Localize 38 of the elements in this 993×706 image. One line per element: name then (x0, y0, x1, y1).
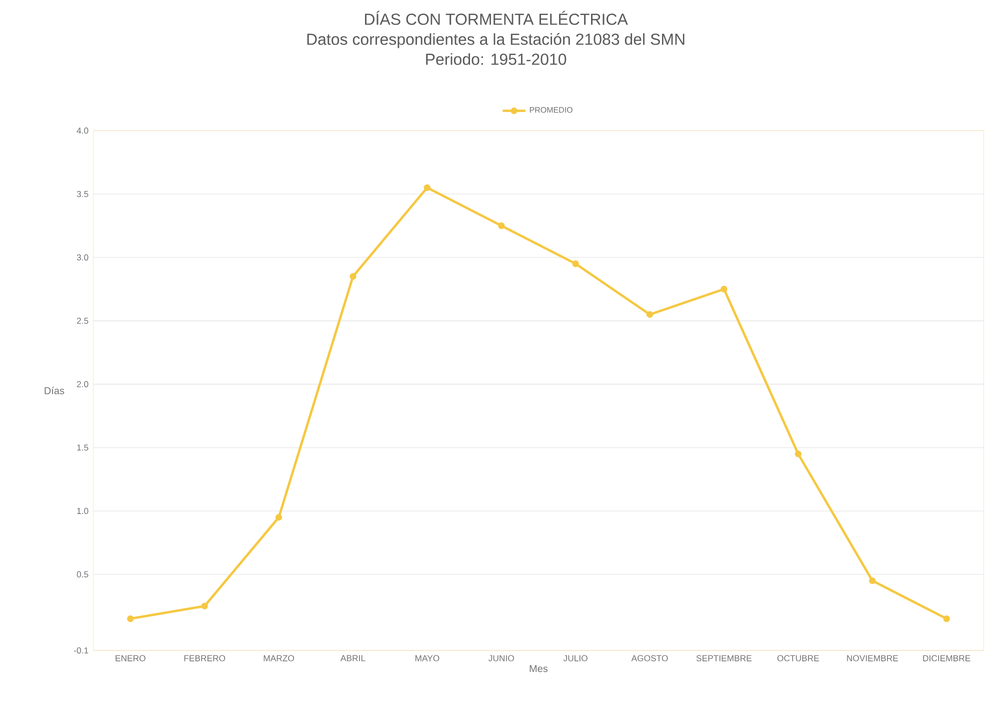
x-tick-label: AGOSTO (631, 654, 668, 662)
y-tick-label: 0.5 (76, 571, 88, 578)
y-axis-title: Días (44, 386, 64, 394)
y-tick-label: 1.0 (77, 508, 88, 514)
point (127, 615, 134, 622)
legend-label: PROMEDIO (530, 106, 572, 112)
point (275, 514, 282, 520)
chart-subtitle: Datos correspondientes a la Estación 21083 del SMN Periodo: 1951-2010 (307, 32, 684, 65)
point (572, 260, 579, 267)
point (498, 222, 505, 229)
x-tick-label: SEPTIEMBRE (696, 654, 752, 662)
y-tick-label: 1.5 (77, 444, 88, 450)
y-tick-label: 2.5 (76, 318, 88, 324)
point (943, 615, 950, 622)
point (201, 602, 208, 610)
y-tick-label: 3.0 (76, 254, 88, 260)
x-tick-label: JUNIO (488, 654, 514, 662)
point (794, 450, 802, 458)
point (646, 310, 654, 318)
x-axis-title: Mes (530, 664, 548, 672)
y-tick-label: 2.0 (76, 380, 88, 388)
point (350, 272, 356, 280)
point (424, 184, 431, 191)
x-tick-label: JULIO (563, 654, 588, 662)
y-tick-label: -0.1 (74, 647, 88, 654)
x-tick-label: FEBRERO (184, 654, 226, 662)
point (869, 577, 876, 584)
x-tick-label: ENERO (116, 654, 146, 662)
x-tick-label: DICIEMBRE (923, 654, 970, 662)
chart-title: DÍAS CON TORMENTA ELÉCTRICA (365, 10, 628, 25)
y-tick-label: 3.5 (76, 190, 88, 197)
x-tick-label: MAYO (415, 654, 440, 662)
x-tick-label: OCTUBRE (777, 654, 819, 662)
x-tick-label: NOVIEMBRE (847, 654, 898, 662)
x-tick-label: ABRIL (340, 654, 366, 661)
x-tick-label: MARZO (264, 654, 294, 662)
point (720, 286, 728, 292)
y-tick-label: 4.0 (76, 127, 88, 134)
